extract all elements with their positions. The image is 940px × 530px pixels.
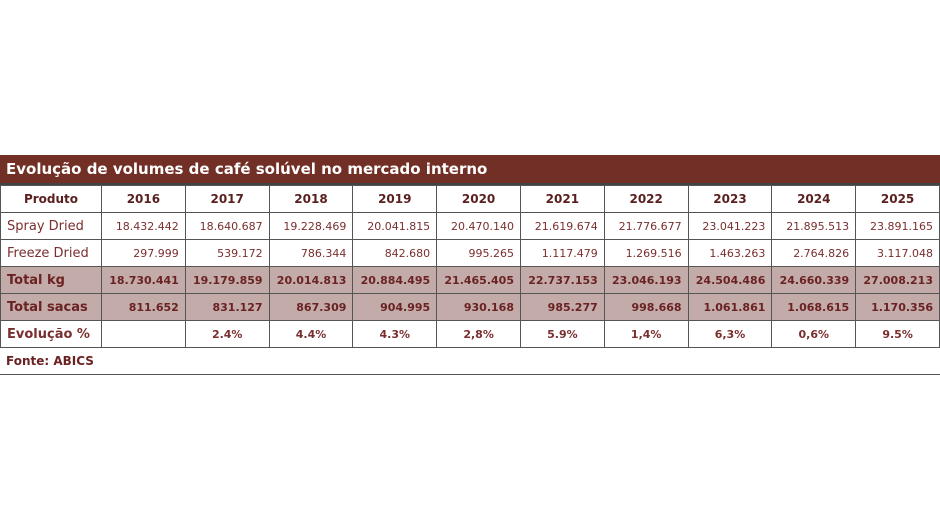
value-cell: 930.168 (436, 293, 521, 321)
value-cell: 22.737.153 (519, 266, 605, 294)
header-year: 2025 (855, 185, 940, 213)
value-cell: 1.170.356 (855, 293, 940, 321)
value-cell: 4.3% (352, 320, 438, 348)
value-cell: 24.504.486 (687, 266, 773, 294)
volume-table: Evolução de volumes de café solúvel no m… (0, 155, 940, 375)
row-label: Spray Dried (0, 212, 102, 240)
header-year: 2023 (687, 185, 773, 213)
value-cell: 2,8% (436, 320, 521, 348)
value-cell: 18.432.442 (101, 212, 186, 240)
value-cell: 3.117.048 (855, 239, 940, 267)
header-year: 2016 (101, 185, 186, 213)
value-cell: 867.309 (268, 293, 354, 321)
value-cell: 21.465.405 (436, 266, 521, 294)
header-year: 2018 (268, 185, 354, 213)
value-cell: 539.172 (184, 239, 270, 267)
table-row: Total kg 18.730.441 19.179.859 20.014.813 20… (0, 266, 940, 294)
header-produto: Produto (0, 185, 102, 213)
value-cell: 1.269.516 (603, 239, 689, 267)
source-note: Fonte: ABICS (0, 348, 940, 375)
value-cell: 20.041.815 (352, 212, 438, 240)
value-cell: 1.463.263 (687, 239, 773, 267)
value-cell: 1.061.861 (687, 293, 773, 321)
header-year: 2017 (184, 185, 270, 213)
value-cell: 21.776.677 (603, 212, 689, 240)
header-year: 2022 (603, 185, 689, 213)
value-cell: 811.652 (101, 293, 186, 321)
value-cell: 2.764.826 (771, 239, 857, 267)
value-cell: 985.277 (519, 293, 605, 321)
value-cell: 1.068.615 (771, 293, 857, 321)
header-year: 2019 (352, 185, 438, 213)
value-cell (101, 320, 186, 348)
value-cell: 19.228.469 (268, 212, 354, 240)
value-cell: 6,3% (687, 320, 773, 348)
value-cell: 4.4% (268, 320, 354, 348)
row-label: Total kg (0, 266, 102, 294)
row-label: Evolução % (0, 320, 102, 348)
table-title: Evolução de volumes de café solúvel no m… (0, 155, 940, 185)
header-year: 2021 (519, 185, 605, 213)
table-row: Evolução % 2.4% 4.4% 4.3% 2,8% 5.9% 1,4% 6,3% 0,… (0, 320, 940, 348)
value-cell: 297.999 (101, 239, 186, 267)
value-cell: 2.4% (184, 320, 270, 348)
value-cell: 23.041.223 (687, 212, 773, 240)
value-cell: 998.668 (603, 293, 689, 321)
value-cell: 20.470.140 (436, 212, 521, 240)
value-cell: 1,4% (603, 320, 689, 348)
data-table: Produto 2016 2017 2018 2019 2020 2021 2022 2023 2… (0, 185, 940, 348)
value-cell: 842.680 (352, 239, 438, 267)
row-label: Freeze Dried (0, 239, 102, 267)
value-cell: 24.660.339 (771, 266, 857, 294)
value-cell: 9.5% (855, 320, 940, 348)
value-cell: 19.179.859 (184, 266, 270, 294)
value-cell: 18.640.687 (184, 212, 270, 240)
value-cell: 904.995 (352, 293, 438, 321)
row-label: Total sacas (0, 293, 102, 321)
value-cell: 1.117.479 (519, 239, 605, 267)
value-cell: 21.619.674 (519, 212, 605, 240)
table-row: Freeze Dried 297.999 539.172 786.344 842.680… (0, 239, 940, 267)
value-cell: 831.127 (184, 293, 270, 321)
value-cell: 786.344 (268, 239, 354, 267)
header-row: Produto 2016 2017 2018 2019 2020 2021 2022 2023 2… (0, 185, 940, 213)
header-year: 2024 (771, 185, 857, 213)
value-cell: 21.895.513 (771, 212, 857, 240)
value-cell: 995.265 (436, 239, 521, 267)
value-cell: 5.9% (519, 320, 605, 348)
value-cell: 23.891.165 (855, 212, 940, 240)
value-cell: 27.008.213 (855, 266, 940, 294)
value-cell: 20.884.495 (352, 266, 438, 294)
table-row: Spray Dried 18.432.442 18.640.687 19.228.46… (0, 212, 940, 240)
table-row: Total sacas 811.652 831.127 867.309 904.995 9… (0, 293, 940, 321)
value-cell: 23.046.193 (603, 266, 689, 294)
value-cell: 18.730.441 (101, 266, 186, 294)
header-year: 2020 (436, 185, 521, 213)
value-cell: 0,6% (771, 320, 857, 348)
value-cell: 20.014.813 (268, 266, 354, 294)
